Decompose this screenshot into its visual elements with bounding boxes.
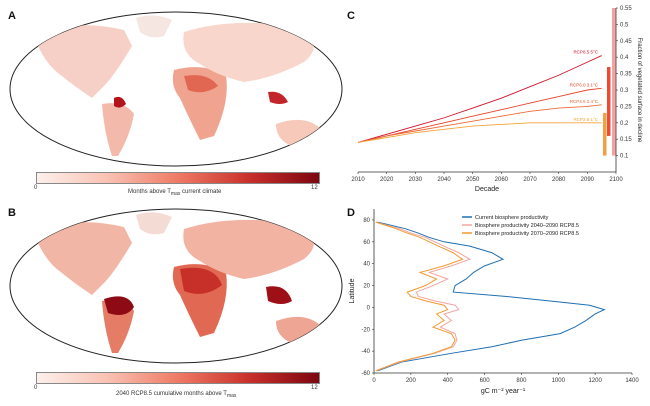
y-tick-label: 80 xyxy=(363,218,370,224)
continents-a xyxy=(34,15,320,156)
x-tick-label: 2040 xyxy=(437,177,451,183)
y-axis-label: Fraction of vegetated surface in decline xyxy=(636,38,642,143)
x-tick-label: 800 xyxy=(516,378,527,384)
x-tick-label: 2020 xyxy=(380,177,394,183)
panel-d-letter: D xyxy=(347,207,355,219)
y-tick-label: 0.3 xyxy=(620,88,629,94)
series-line xyxy=(357,104,602,143)
y-tick-label: -20 xyxy=(361,327,370,333)
sahel-hotspot xyxy=(180,267,222,294)
colorbar-b xyxy=(36,372,320,384)
y-tick-label: 0.2 xyxy=(620,121,629,127)
y-axis-label: Latitude xyxy=(349,278,356,303)
series-line xyxy=(375,221,472,372)
x-tick-label: 2060 xyxy=(495,177,509,183)
x-axis-label: gC m⁻² year⁻¹ xyxy=(481,388,526,395)
colorbar-a xyxy=(36,172,320,184)
sahel-hotspot xyxy=(184,75,218,93)
greenland-shape xyxy=(136,212,172,235)
map-b-rcp85-2040 xyxy=(9,208,343,364)
chart-c-decline-fraction: 2010 2020 2030 2040 2050 2060 2070 2080 2090 2100… xyxy=(351,6,642,193)
north-america-shape xyxy=(34,222,132,295)
y-tick-label: 0.45 xyxy=(620,39,632,45)
amazon-hotspot xyxy=(104,296,134,315)
y-tick-label: 0.5 xyxy=(620,22,629,28)
amazon-hotspot xyxy=(114,96,126,108)
colorbar-b-label: 2040 RCP8.5 cumulative months above Tmax xyxy=(116,391,237,400)
y-tick-label: 0.15 xyxy=(620,137,632,143)
series-label: RCP8.5 5°C xyxy=(573,50,598,55)
south-america-shape xyxy=(102,103,134,156)
x-tick-label: 2030 xyxy=(409,177,423,183)
x-axis-label: Decade xyxy=(475,186,499,193)
legend: Current biosphere productivity Biosphere … xyxy=(462,215,579,237)
map-a-current-climate xyxy=(9,11,343,167)
indonesia-hotspot xyxy=(268,91,288,104)
series-line xyxy=(375,221,464,372)
x-tick-label: 200 xyxy=(406,378,417,384)
x-tick-label: 1400 xyxy=(625,378,639,384)
series-line xyxy=(357,87,602,143)
x-tick-label: 1000 xyxy=(552,378,566,384)
y-tick-label: 0 xyxy=(367,305,371,311)
series-line xyxy=(377,221,606,372)
y-tick-label: 60 xyxy=(363,240,370,246)
legend-label: Biosphere productivity 2070–2090 RCP8.5 xyxy=(475,231,579,237)
y-tick-label: 40 xyxy=(363,262,370,268)
x-tick-label: 2050 xyxy=(466,177,480,183)
x-tick-label: 1200 xyxy=(588,378,602,384)
legend-label: Current biosphere productivity xyxy=(475,215,549,221)
indonesia-hotspot xyxy=(266,286,292,304)
chart-d-productivity: 0 200 400 600 800 1000 1200 1400 -60 -40 -20 0 20 40 6… xyxy=(349,209,639,395)
north-america-shape xyxy=(34,25,132,99)
range-bar xyxy=(607,67,611,136)
series-line xyxy=(357,122,602,143)
y-tick-label: -60 xyxy=(361,371,370,377)
eurasia-shape xyxy=(183,22,314,82)
y-tick-label: 20 xyxy=(363,284,370,290)
greenland-shape xyxy=(136,15,172,38)
panel-a-letter: A xyxy=(8,10,16,22)
x-tick-label: 2080 xyxy=(552,177,566,183)
range-bar xyxy=(612,8,616,156)
colorbar-a-max: 12 xyxy=(311,185,318,191)
colorbar-a-label: Months above Tmax current climate xyxy=(128,189,222,198)
series-label: RCP2.6 1°C xyxy=(573,117,598,122)
y-tick-label: 0.1 xyxy=(620,154,629,160)
x-tick-label: 2100 xyxy=(609,177,623,183)
legend-label: Biosphere productivity 2040–2090 RCP8.5 xyxy=(475,223,579,229)
panel-c-letter: C xyxy=(347,10,355,22)
x-tick-label: 600 xyxy=(480,378,491,384)
continents-b xyxy=(34,212,320,353)
y-tick-label: -40 xyxy=(361,349,370,355)
x-tick-label: 2070 xyxy=(523,177,537,183)
x-tick-label: 0 xyxy=(372,378,376,384)
y-tick-label: 0.35 xyxy=(620,72,632,78)
colorbar-b-min: 0 xyxy=(34,385,38,391)
series-line xyxy=(357,55,602,143)
panel-b-letter: B xyxy=(8,207,16,219)
x-tick-label: 2010 xyxy=(351,177,365,183)
colorbar-b-max: 12 xyxy=(311,385,318,391)
series-label: RCP6.0 3.1°C xyxy=(570,82,599,87)
series-label: RCP4.5 2.4°C xyxy=(570,99,599,104)
y-tick-label: 0.25 xyxy=(620,104,632,110)
range-bar xyxy=(603,112,607,156)
x-tick-label: 400 xyxy=(443,378,454,384)
colorbar-a-min: 0 xyxy=(34,185,38,191)
x-tick-label: 2090 xyxy=(581,177,595,183)
eurasia-shape xyxy=(183,219,314,279)
y-tick-label: 0.55 xyxy=(620,6,632,12)
y-tick-label: 0.4 xyxy=(620,55,629,61)
